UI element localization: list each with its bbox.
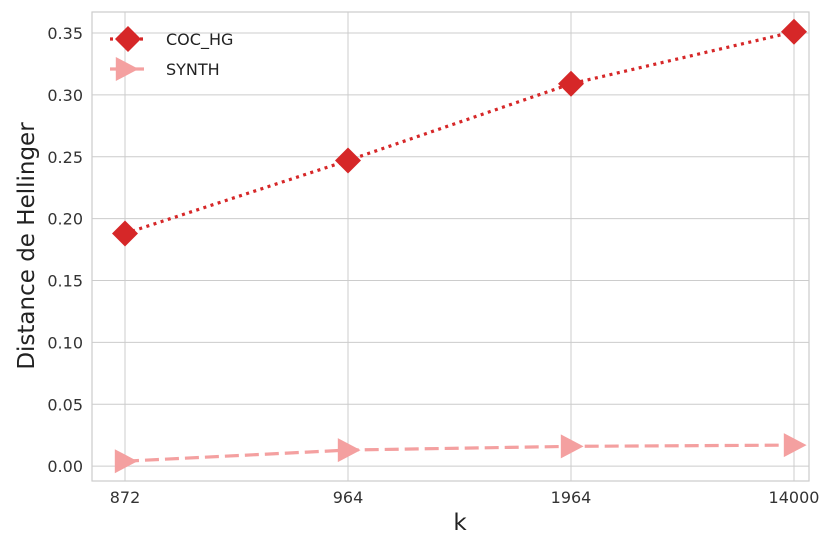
grid-lines <box>92 12 809 481</box>
data-point-0-1 <box>335 147 361 174</box>
data-point-1-0 <box>114 449 138 474</box>
plot-area-frame <box>91 11 810 482</box>
y-axis-ticks: 0.00 0.05 0.10 0.15 0.20 0.25 0.30 0.35 <box>47 24 83 476</box>
y-tick-label: 0.15 <box>47 272 83 291</box>
y-tick-label: 0.20 <box>47 210 83 229</box>
data-point-0-2 <box>558 70 584 97</box>
y-tick-label: 0.10 <box>47 333 83 352</box>
y-tick-label: 0.25 <box>47 148 83 167</box>
x-tick-label: 1964 <box>551 488 592 507</box>
x-tick-label: 14000 <box>769 488 820 507</box>
legend-label-1: SYNTH <box>166 60 220 79</box>
x-axis-ticks: 872 964 1964 14000 <box>110 488 820 507</box>
y-tick-label: 0.35 <box>47 24 83 43</box>
legend: COC_HG SYNTH <box>110 26 233 81</box>
legend-label-0: COC_HG <box>166 30 233 50</box>
legend-marker-1 <box>115 57 139 81</box>
y-tick-label: 0.05 <box>47 395 83 414</box>
x-tick-label: 872 <box>110 488 141 507</box>
legend-marker-0 <box>115 26 141 52</box>
data-point-1-2 <box>560 434 584 459</box>
y-tick-label: 0.30 <box>47 86 83 105</box>
y-axis-label: Distance de Hellinger <box>14 122 40 370</box>
data-point-1-3 <box>783 433 807 458</box>
data-point-0-3 <box>781 18 807 45</box>
x-tick-label: 964 <box>333 488 364 507</box>
data-point-0-0 <box>112 220 138 247</box>
series-group <box>112 18 807 474</box>
x-axis-label: k <box>453 510 467 535</box>
series-line-1 <box>124 443 795 463</box>
y-tick-label: 0.00 <box>47 457 83 476</box>
data-point-1-1 <box>337 438 361 463</box>
series-line-0 <box>124 30 795 236</box>
